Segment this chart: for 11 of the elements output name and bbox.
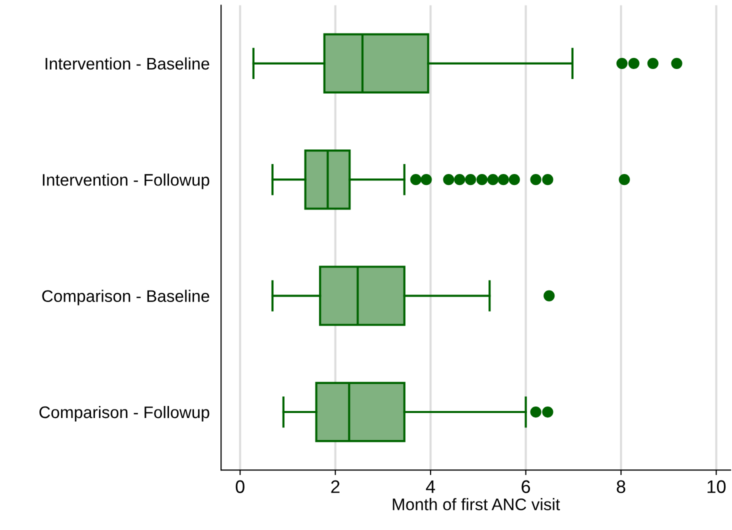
y-tick-label: Intervention - Followup [42,174,210,190]
y-tick-label: Comparison - Followup [39,406,210,422]
x-tick-label: 10 [708,480,726,494]
x-tick-label: 6 [522,480,530,494]
y-tick-label: Intervention - Baseline [46,57,210,70]
x-tick-label: 0 [236,480,244,494]
x-tick-label: 4 [426,480,436,493]
x-tick-label: 2 [331,480,340,493]
y-tick-label: Comparison - Baseline [42,290,210,306]
x-axis-title: Month of first ANC visit [392,498,560,510]
x-tick-label: 8 [616,480,626,494]
